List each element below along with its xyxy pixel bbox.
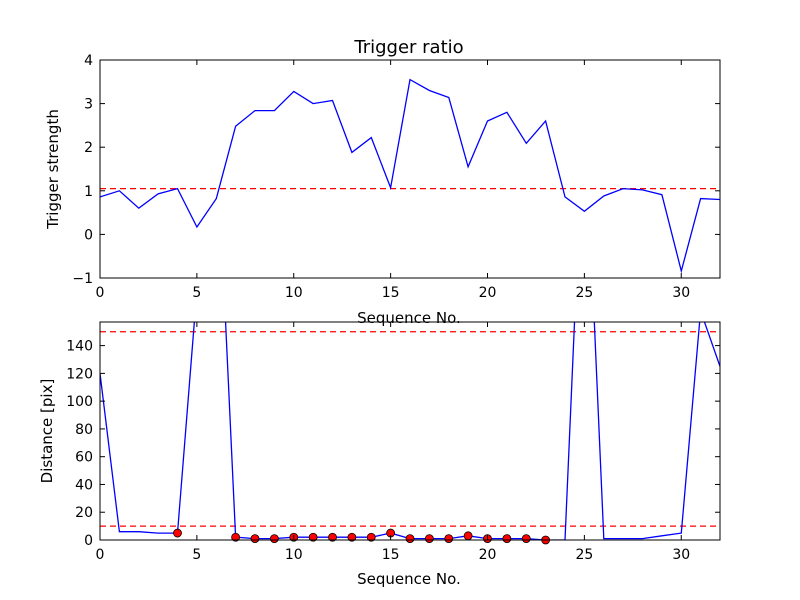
x-tick-label: 0 [96, 547, 105, 563]
y-tick-label: 140 [66, 339, 93, 355]
y-axis-label-bottom: Distance [pix] [38, 379, 56, 484]
x-tick-label: 25 [575, 285, 593, 301]
y-tick-label: 1 [84, 184, 93, 200]
y-tick-label: 80 [75, 422, 93, 438]
data-point-marker [269, 534, 279, 544]
y-tick-label: 0 [84, 227, 93, 243]
x-tick-label: 5 [192, 285, 201, 301]
x-tick-label: 20 [479, 285, 497, 301]
y-tick-label: 60 [75, 450, 93, 466]
y-axis-label-top: Trigger strength [44, 109, 62, 230]
x-tick-label: 25 [575, 547, 593, 563]
x-tick-label: 20 [479, 547, 497, 563]
series-line [100, 78, 720, 274]
x-tick-label: 10 [285, 285, 303, 301]
data-point-marker [502, 534, 512, 544]
x-tick-label: 15 [382, 547, 400, 563]
data-point-marker [173, 528, 182, 538]
data-point-marker [250, 534, 260, 544]
x-tick-label: 0 [96, 285, 105, 301]
x-tick-label: 30 [672, 547, 690, 563]
x-axis-label-bottom: Sequence No. [357, 570, 461, 588]
y-tick-label: 120 [66, 366, 93, 382]
data-point-marker [463, 531, 473, 541]
chart-title: Trigger ratio [353, 37, 463, 58]
chart-distance: 0 5 10 15 20 25 30 0 20 40 60 80 100 120 140 Sequence … [38, 321, 721, 588]
axes-frame [99, 59, 721, 279]
data-point-marker [405, 534, 415, 544]
y-tick-label: 3 [84, 97, 93, 113]
data-point-marker [444, 534, 454, 544]
data-point-marker [231, 532, 241, 542]
y-tick-label: 40 [75, 477, 93, 493]
data-point-marker [347, 532, 357, 542]
data-point-marker [328, 532, 337, 542]
y-tick-label: −1 [72, 271, 93, 287]
axes-frame [99, 321, 721, 541]
y-tick-label: 2 [84, 140, 93, 156]
y-tick-label: 4 [84, 53, 93, 69]
x-tick-label: 5 [192, 547, 201, 563]
y-tick-label: 0 [84, 533, 93, 549]
data-point-marker [366, 532, 376, 542]
data-point-marker [424, 534, 434, 544]
y-tick-label: 100 [66, 394, 93, 410]
x-tick-label: 30 [672, 285, 690, 301]
y-tick-label: 20 [75, 505, 93, 521]
x-axis-label-top: Sequence No. [357, 309, 461, 327]
plot-area-bottom: 0 5 10 15 20 25 30 0 20 40 60 80 100 120 140 [66, 321, 721, 563]
data-point-marker [308, 532, 318, 542]
x-tick-label: 15 [382, 285, 400, 301]
x-tick-label: 10 [285, 547, 303, 563]
data-point-marker [521, 534, 531, 544]
